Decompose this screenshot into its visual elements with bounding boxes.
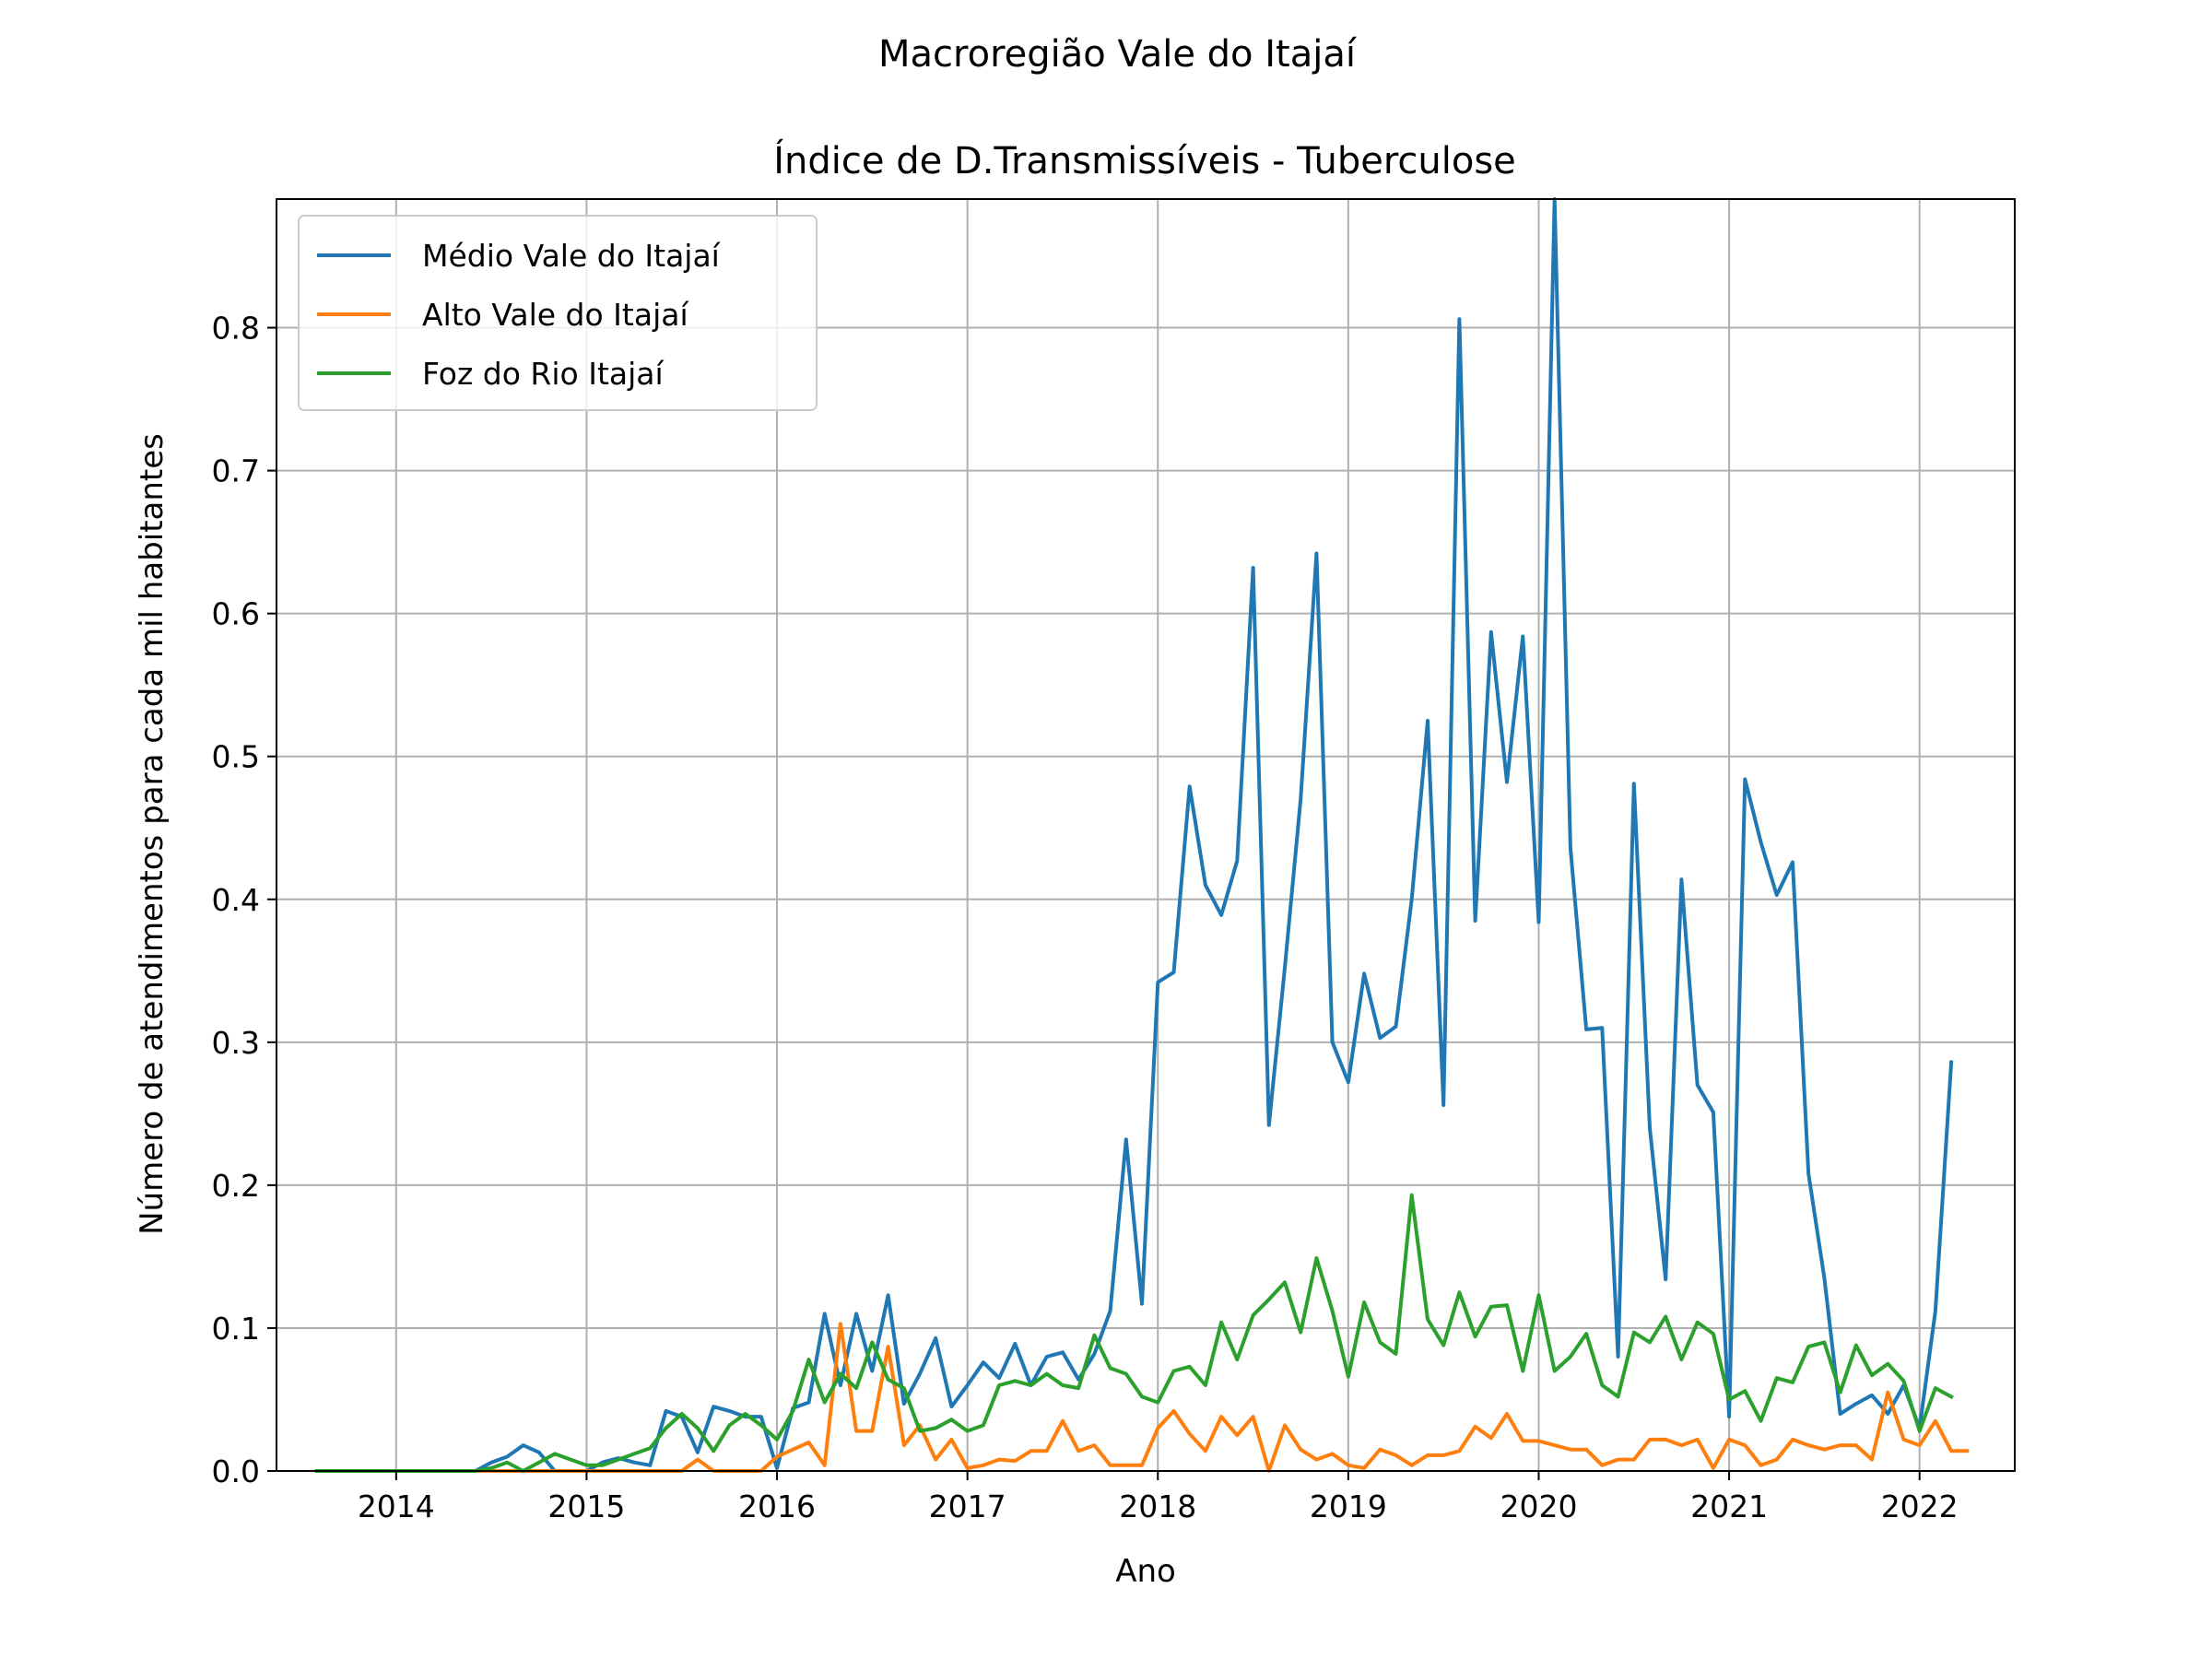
axis-ticks: 2014 2015 2016 2017 2018 2019 2020 2021 2022 0.0 0… (212, 311, 1959, 1524)
series-line-3 (314, 1193, 1954, 1473)
legend: Médio Vale do Itajaí Alto Vale do Itajaí F… (298, 215, 818, 411)
legend-box (298, 215, 818, 411)
y-axis-label: Número de atendimentos para cada mil hab… (134, 433, 171, 1235)
legend-label: Foz do Rio Itajaí (422, 356, 665, 392)
y-tick-label: 0.1 (212, 1311, 260, 1347)
y-tick-label: 0.8 (212, 311, 260, 347)
y-tick-label: 0.3 (212, 1025, 260, 1061)
y-tick-label: 0.5 (212, 739, 260, 775)
plot-frame (276, 198, 2016, 1472)
chart-title: Índice de D.Transmissíveis - Tuberculose (773, 138, 1516, 182)
x-tick-label: 2021 (1690, 1488, 1768, 1524)
y-tick-label: 0.6 (212, 596, 260, 632)
grid-lines (276, 199, 2015, 1472)
x-tick-label: 2018 (1119, 1488, 1196, 1524)
x-tick-label: 2015 (547, 1488, 625, 1524)
legend-label: Médio Vale do Itajaí (422, 238, 722, 274)
y-tick-label: 0.0 (212, 1453, 260, 1489)
y-tick-label: 0.4 (212, 882, 260, 918)
x-tick-label: 2019 (1310, 1488, 1387, 1524)
chart-suptitle: Macroregião Vale do Itajaí (878, 33, 1358, 76)
x-tick-label: 2014 (358, 1488, 435, 1524)
x-tick-label: 2020 (1500, 1488, 1577, 1524)
y-tick-label: 0.2 (212, 1168, 260, 1204)
x-tick-label: 2016 (738, 1488, 816, 1524)
x-tick-label: 2017 (929, 1488, 1006, 1524)
y-tick-label: 0.7 (212, 453, 260, 489)
x-axis-label: Ano (1115, 1553, 1176, 1590)
legend-label: Alto Vale do Itajaí (422, 297, 689, 333)
x-tick-label: 2022 (1881, 1488, 1959, 1524)
